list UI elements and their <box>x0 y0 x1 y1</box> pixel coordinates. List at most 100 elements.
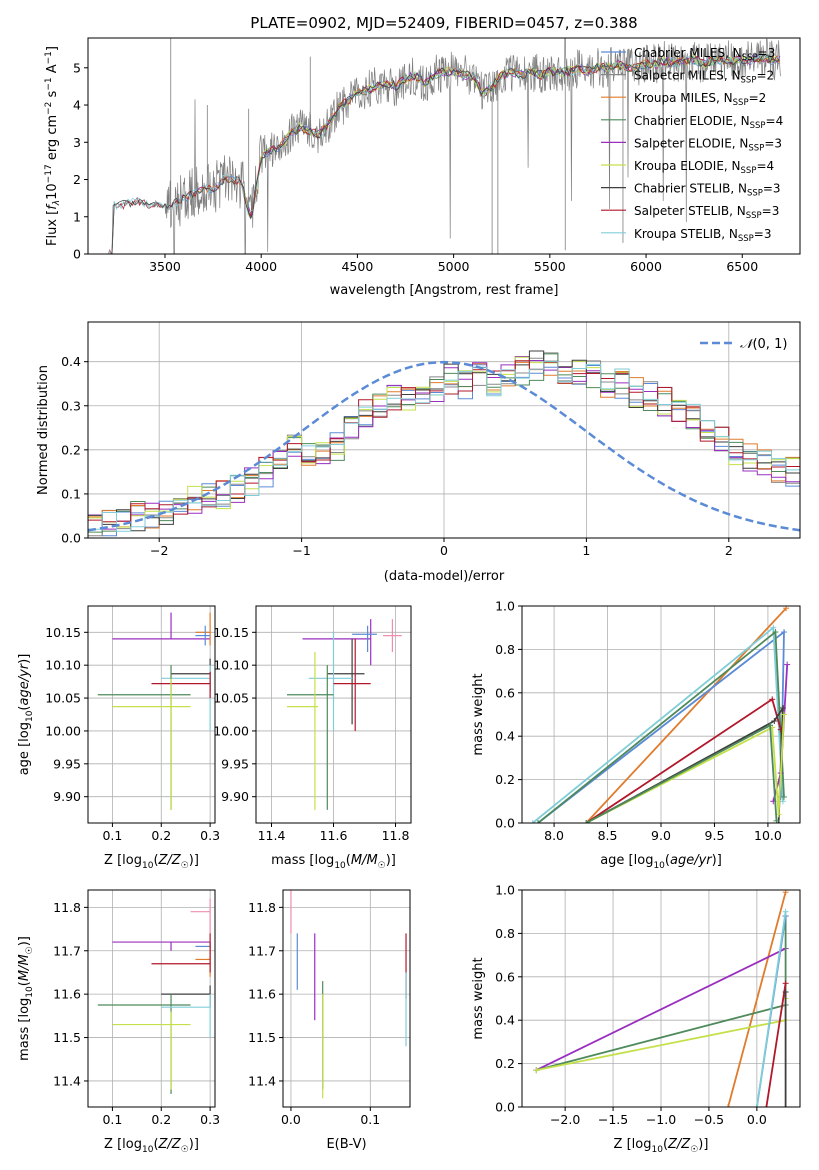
x-tick-label: 0.3 <box>200 1112 220 1127</box>
x-tick-label: 8.5 <box>598 828 618 843</box>
y-tick-label: 11.7 <box>248 943 276 958</box>
y-tick-label: 11.5 <box>248 1030 276 1045</box>
x-tick-label: 9.0 <box>651 828 671 843</box>
weight-line-kroupa_miles <box>585 607 787 823</box>
y-tick-label: 1 <box>73 209 81 224</box>
y-tick-label: 11.6 <box>248 987 276 1002</box>
y-tick-label: 0.4 <box>61 354 81 369</box>
y-tick-label: 0.0 <box>61 531 81 546</box>
y-tick-label: 10.15 <box>45 625 81 640</box>
y-tick-label: 0.0 <box>495 1100 515 1115</box>
x-axis-label: (data-model)/error <box>384 569 505 584</box>
y-tick-label: 0.6 <box>495 969 515 984</box>
legend-entry-kroupa_elodie: Kroupa ELODIE, NSSP=4 <box>634 159 774 176</box>
y-tick-label: 0.2 <box>495 1056 515 1071</box>
plot-area <box>88 350 800 537</box>
x-tick-label: 0.3 <box>200 828 220 843</box>
plot-area <box>287 619 402 810</box>
x-tick-label: 5000 <box>438 259 470 274</box>
axes-frame <box>87 605 216 824</box>
weight-line-kroupa_stelib <box>756 911 787 1107</box>
x-tick-label: −0.5 <box>694 1112 724 1127</box>
legend-entry-salpeter_stelib: Salpeter STELIB, NSSP=3 <box>634 204 779 221</box>
axes-weight_vs_Z: −2.0 −1.5 −1.0 −0.5 0.0 0.0 0.2 0.4 0.6 0.8 1.0 Z [… <box>471 883 801 1155</box>
x-axis-label: Z [log10(Z/Z☉)] <box>104 1137 199 1155</box>
legend-entry-kroupa_stelib: Kroupa STELIB, NSSP=3 <box>634 227 772 244</box>
legend-entry-chabrier_miles: Chabrier MILES, NSSP=3 <box>634 46 775 63</box>
weight-line-kroupa_elodie <box>585 714 785 823</box>
x-tick-label: 11.4 <box>258 828 286 843</box>
axes-mass_vs_ebv: 0.0 0.1 11.4 11.5 11.6 11.7 11.8 <box>248 889 411 1127</box>
legend-entry-gaussian: 𝒩(0, 1) <box>740 337 787 352</box>
y-tick-label: 4 <box>73 98 81 113</box>
x-tick-label: −2.0 <box>550 1112 580 1127</box>
x-axis-label: Z [log10(Z/Z☉)] <box>104 853 199 871</box>
histogram-kroupa_stelib <box>88 361 800 532</box>
x-axis-label: Z [log10(Z/Z☉)] <box>614 1137 709 1155</box>
y-tick-label: 10.05 <box>45 691 81 706</box>
y-tick-label: 10.00 <box>213 723 249 738</box>
y-axis-label: mass weight <box>471 673 486 755</box>
y-axis-label: mass weight <box>471 957 486 1039</box>
y-tick-label: 0.2 <box>61 442 81 457</box>
model-line-chabrier_stelib <box>111 53 780 254</box>
axes-spectrum: 3500 4000 4500 5000 5500 6000 6500 0 1 2 3 4 5 PLATE=… <box>44 14 801 298</box>
plot-area <box>107 38 781 254</box>
x-tick-label: 6500 <box>726 259 758 274</box>
y-tick-label: 10.00 <box>45 723 81 738</box>
x-tick-label: 1 <box>582 543 590 558</box>
y-axis-label: Normed distribution <box>36 365 51 495</box>
plot-area <box>529 606 791 823</box>
y-tick-label: 11.7 <box>53 943 81 958</box>
x-axis-label: E(B-V) <box>326 1137 366 1152</box>
x-tick-label: 0 <box>440 543 448 558</box>
y-tick-label: 0.4 <box>495 729 515 744</box>
y-tick-label: 9.90 <box>53 789 81 804</box>
legend-entry-salpeter_miles: Salpeter MILES, NSSP=2 <box>634 69 774 86</box>
y-tick-label: 11.4 <box>248 1073 276 1088</box>
y-tick-label: 9.90 <box>221 789 249 804</box>
y-tick-label: 2 <box>73 172 81 187</box>
x-tick-label: 5500 <box>534 259 566 274</box>
x-axis-label: wavelength [Angstrom, rest frame] <box>330 283 559 298</box>
x-tick-label: 3500 <box>149 259 181 274</box>
x-tick-label: 0.0 <box>747 1112 767 1127</box>
y-tick-label: 10.05 <box>213 691 249 706</box>
weight-line-salpeter_elodie <box>536 947 786 1071</box>
y-tick-label: 10.10 <box>45 658 81 673</box>
y-tick-label: 0.8 <box>495 642 515 657</box>
axes-weight_vs_age: 8.0 8.5 9.0 9.5 10.0 0.0 0.2 0.4 0.6 0.8 1.0 age [l… <box>471 599 801 871</box>
gaussian-curve <box>88 360 800 532</box>
legend-entry-salpeter_elodie: Salpeter ELODIE, NSSP=3 <box>634 136 782 153</box>
y-tick-label: 1.0 <box>495 599 515 614</box>
y-tick-label: 11.8 <box>53 900 81 915</box>
y-tick-label: 0.4 <box>495 1013 515 1028</box>
y-axis-label: mass [log10(M/M☉)] <box>17 936 35 1061</box>
y-axis-label: Flux [fλ10−17 erg cm−2 s−1 A−1] <box>44 46 62 246</box>
axes-age_vs_Z: 0.1 0.2 0.3 9.90 9.95 10.00 10.05 10.10 10.15 Z [… <box>17 605 220 871</box>
y-tick-label: 10.10 <box>213 658 249 673</box>
y-tick-label: 0.6 <box>495 685 515 700</box>
plot-area <box>97 612 211 810</box>
axes-frame <box>282 889 411 1108</box>
x-tick-label: −1.5 <box>598 1112 628 1127</box>
x-tick-label: 6000 <box>630 259 662 274</box>
x-tick-label: 0.1 <box>102 1112 122 1127</box>
weight-line-chabrier_stelib <box>585 704 784 823</box>
y-tick-label: 9.95 <box>53 756 81 771</box>
x-tick-label: 0.2 <box>151 1112 171 1127</box>
x-tick-label: 0.1 <box>102 828 122 843</box>
plot-area <box>533 890 789 1107</box>
x-tick-label: 0.2 <box>151 828 171 843</box>
legend-entry-kroupa_miles: Kroupa MILES, NSSP=2 <box>634 91 766 108</box>
x-tick-label: 10.0 <box>754 828 782 843</box>
x-axis-label: age [log10(age/yr)] <box>600 853 722 871</box>
y-tick-label: 11.8 <box>248 900 276 915</box>
y-tick-label: 0.3 <box>61 398 81 413</box>
weight-line-kroupa_miles <box>727 891 787 1107</box>
x-tick-label: 2 <box>725 543 733 558</box>
y-tick-label: 11.6 <box>53 987 81 1002</box>
legend-entry-chabrier_stelib: Chabrier STELIB, NSSP=3 <box>634 182 781 199</box>
x-tick-label: −1 <box>292 543 310 558</box>
y-tick-label: 9.95 <box>221 756 249 771</box>
